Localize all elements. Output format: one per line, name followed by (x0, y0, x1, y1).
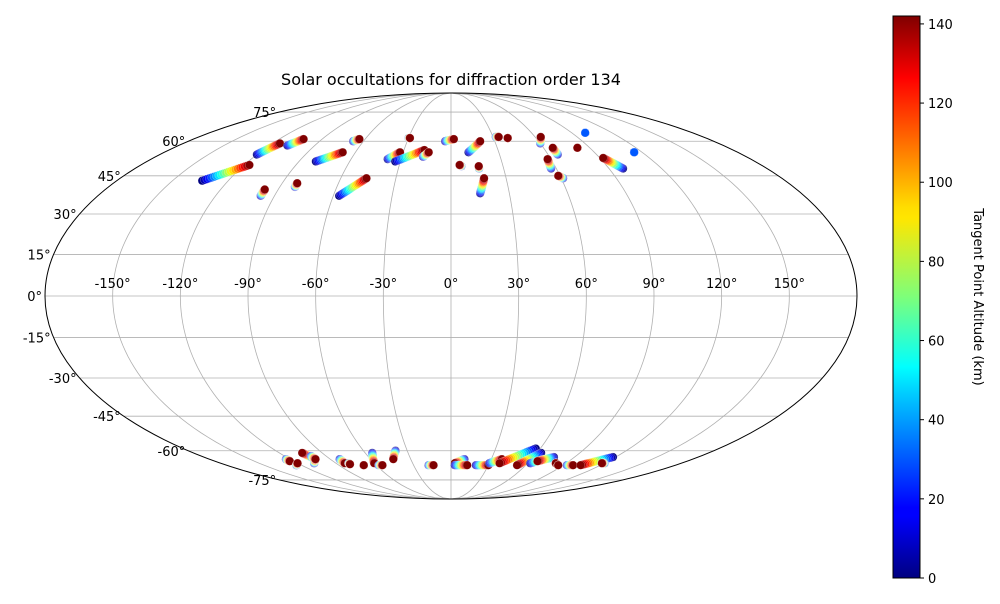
lon-tick-label: -150° (95, 277, 131, 292)
data-point (512, 460, 522, 470)
data-point (503, 133, 513, 143)
lon-tick-label: 120° (706, 277, 737, 292)
data-point (299, 134, 308, 144)
lat-tick-label: 15° (28, 248, 51, 263)
lat-tick-label: -60° (158, 445, 186, 460)
colorbar-tick-label: 60 (928, 335, 945, 350)
data-point (462, 460, 472, 470)
meridian-gridline (450, 92, 790, 500)
lon-tick-label: 0° (444, 277, 459, 292)
data-point (494, 132, 504, 142)
data-point (355, 134, 364, 144)
data-point (533, 456, 542, 466)
data-point (495, 458, 504, 468)
lat-tick-label: 75° (253, 106, 276, 121)
chart-title: Solar occultations for diffraction order… (281, 70, 621, 89)
colorbar: 0 20 40 60 80 100 120 140 Tangent Point Altitud… (892, 15, 985, 587)
data-point (338, 147, 348, 157)
data-point (629, 147, 639, 157)
data-point (292, 178, 302, 188)
lat-tick-label: -45° (93, 410, 121, 425)
colorbar-tick-label: 140 (928, 18, 953, 33)
colorbar-gradient (892, 15, 921, 579)
graticule (45, 92, 857, 500)
data-point (543, 154, 553, 164)
meridian-gridline (450, 92, 723, 500)
colorbar-ticks: 0 20 40 60 80 100 120 140 (920, 18, 953, 587)
lat-tick-label: 45° (98, 170, 121, 185)
lon-tick-label: 90° (642, 277, 665, 292)
data-point (245, 160, 254, 170)
colorbar-tick-label: 0 (928, 572, 936, 587)
data-point (580, 128, 590, 138)
data-point (598, 153, 608, 163)
meridian-gridline (247, 92, 452, 500)
lon-tick-label: -90° (234, 277, 262, 292)
data-point (359, 460, 369, 470)
colorbar-tick-label: 40 (928, 414, 945, 429)
data-point (576, 460, 586, 470)
data-point (479, 173, 489, 183)
lon-tick-label: 60° (575, 277, 598, 292)
lon-tick-label: 150° (774, 277, 805, 292)
colorbar-tick-label: 120 (928, 97, 953, 112)
data-point (362, 173, 371, 183)
data-points (197, 128, 639, 470)
data-point (536, 132, 546, 142)
data-point (553, 460, 563, 470)
data-point (449, 134, 459, 144)
lat-tick-label: -30° (49, 372, 77, 387)
lat-tick-label: -15° (23, 332, 51, 347)
data-point (475, 136, 485, 146)
data-point (275, 138, 285, 148)
latitude-tick-labels: -75° -60° -45° -30° -15° 0° 15° 30° 45° 60° 75° (23, 106, 276, 489)
longitude-tick-labels: -150° -120° -90° -60° -30° 0° 30° 60° 90° 120° 150… (95, 277, 805, 292)
data-point (260, 185, 270, 194)
colorbar-label: Tangent Point Altitude (km) (970, 207, 985, 385)
lon-tick-label: -30° (369, 277, 397, 292)
data-point (429, 460, 438, 470)
meridian-gridline (450, 92, 655, 500)
data-point (572, 143, 582, 153)
data-point (553, 171, 563, 181)
data-point (297, 448, 307, 458)
colorbar-tick-label: 80 (928, 255, 945, 270)
lon-tick-label: -60° (302, 277, 330, 292)
lat-tick-label: 30° (54, 208, 77, 223)
lat-tick-label: 60° (162, 135, 185, 150)
data-point (293, 458, 302, 468)
data-point (388, 454, 398, 464)
data-point (378, 460, 387, 470)
lon-tick-label: 30° (507, 277, 530, 292)
data-point (345, 459, 355, 469)
colorbar-tick-label: 20 (928, 493, 945, 508)
lon-tick-label: -120° (162, 277, 198, 292)
colorbar-tick-label: 100 (928, 176, 953, 191)
meridian-gridline (112, 92, 452, 500)
meridian-gridline (315, 92, 452, 500)
data-point (597, 458, 607, 468)
data-point (405, 133, 415, 143)
lat-tick-label: 0° (27, 290, 42, 305)
data-point (455, 160, 465, 170)
map-boundary (44, 92, 858, 500)
lat-tick-label: -75° (248, 474, 276, 489)
data-point (568, 460, 578, 470)
data-point (424, 147, 434, 157)
data-point (311, 454, 320, 464)
data-point (548, 143, 558, 153)
data-point (474, 161, 484, 171)
